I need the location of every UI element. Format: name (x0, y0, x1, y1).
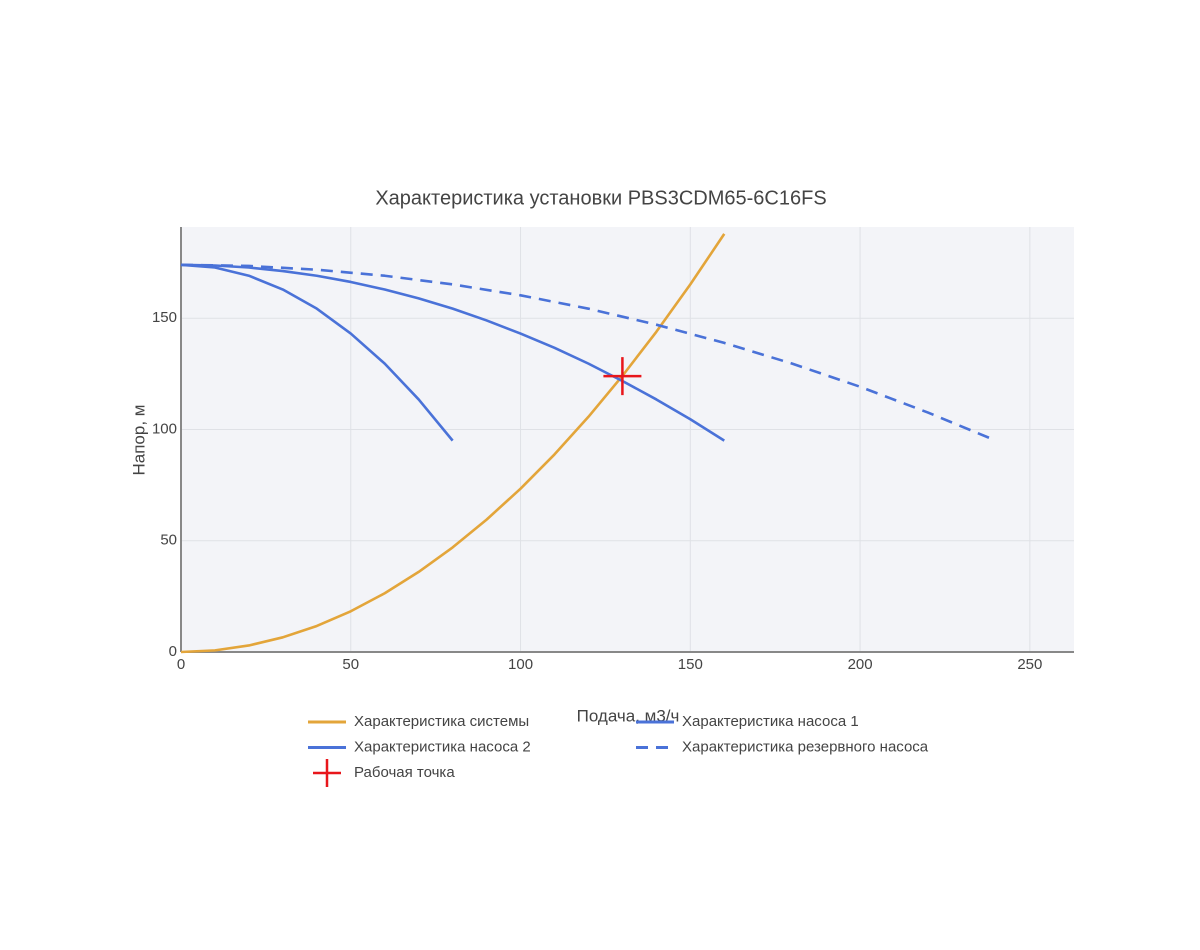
series-line (180, 233, 726, 654)
y-tick-label: 0 (169, 643, 177, 660)
x-tick-label: 150 (678, 656, 703, 673)
legend-label: Характеристика системы (354, 713, 529, 730)
chart-title: Характеристика установки PBS3CDM65-6C16F… (375, 187, 826, 209)
series-line (180, 263, 454, 442)
working-point (603, 357, 642, 396)
x-tick-label: 250 (1017, 656, 1042, 673)
y-tick-label: 50 (160, 532, 177, 549)
legend-label: Рабочая точка (354, 764, 455, 781)
x-tick-label: 200 (848, 656, 873, 673)
legend-label: Характеристика насоса 1 (682, 713, 859, 730)
x-tick-label: 100 (508, 656, 533, 673)
y-tick-label: 100 (152, 420, 177, 437)
series-line (180, 263, 997, 442)
series-line (180, 263, 725, 442)
x-tick-label: 0 (177, 656, 185, 673)
y-tick-label: 150 (152, 309, 177, 326)
y-axis-label: Напор, м (129, 405, 148, 476)
legend-label: Характеристика резервного насоса (682, 738, 929, 755)
legend-label: Характеристика насоса 2 (354, 738, 531, 755)
x-tick-label: 50 (342, 656, 359, 673)
plot-area (181, 227, 1074, 652)
legend-symbol (313, 759, 341, 787)
